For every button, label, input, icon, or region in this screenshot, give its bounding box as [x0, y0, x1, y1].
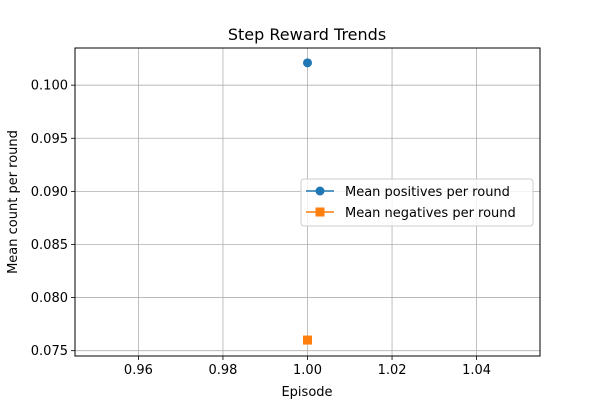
- y-tick-label: 0.080: [31, 291, 68, 306]
- legend-box: [300, 178, 534, 227]
- legend-item-negatives: Mean negatives per round: [306, 206, 516, 221]
- y-tick-label: 0.095: [31, 132, 68, 147]
- y-tick-label: 0.100: [31, 79, 68, 94]
- legend-marker-positives: [315, 186, 325, 196]
- y-tick-label: 0.090: [31, 185, 68, 200]
- x-tick-label: 0.98: [208, 363, 237, 378]
- x-tick-label: 1.00: [293, 363, 322, 378]
- legend-label-positives: Mean positives per round: [345, 185, 510, 200]
- x-axis: 0.96 0.98 1.00 1.02 1.04: [124, 356, 491, 378]
- data-point-positives: [303, 58, 312, 68]
- series-0: [303, 58, 312, 68]
- chart-title: Step Reward Trends: [228, 25, 386, 44]
- legend-marker-negatives: [315, 207, 325, 217]
- series: [303, 58, 312, 345]
- legend: Mean positives per round Mean negatives …: [300, 178, 534, 227]
- y-axis: 0.075 0.080 0.085 0.090 0.095 0.100: [31, 79, 75, 359]
- y-tick-label: 0.075: [31, 344, 68, 359]
- y-axis-label: Mean count per round: [6, 130, 21, 274]
- legend-label-negatives: Mean negatives per round: [345, 206, 516, 221]
- data-point-negatives: [303, 335, 312, 345]
- x-tick-label: 1.02: [378, 363, 407, 378]
- series-1: [303, 335, 312, 345]
- x-tick-label: 0.96: [124, 363, 153, 378]
- x-tick-label: 1.04: [462, 363, 491, 378]
- legend-item-positives: Mean positives per round: [306, 185, 510, 200]
- y-tick-label: 0.085: [31, 238, 68, 253]
- x-axis-label: Episode: [281, 385, 332, 400]
